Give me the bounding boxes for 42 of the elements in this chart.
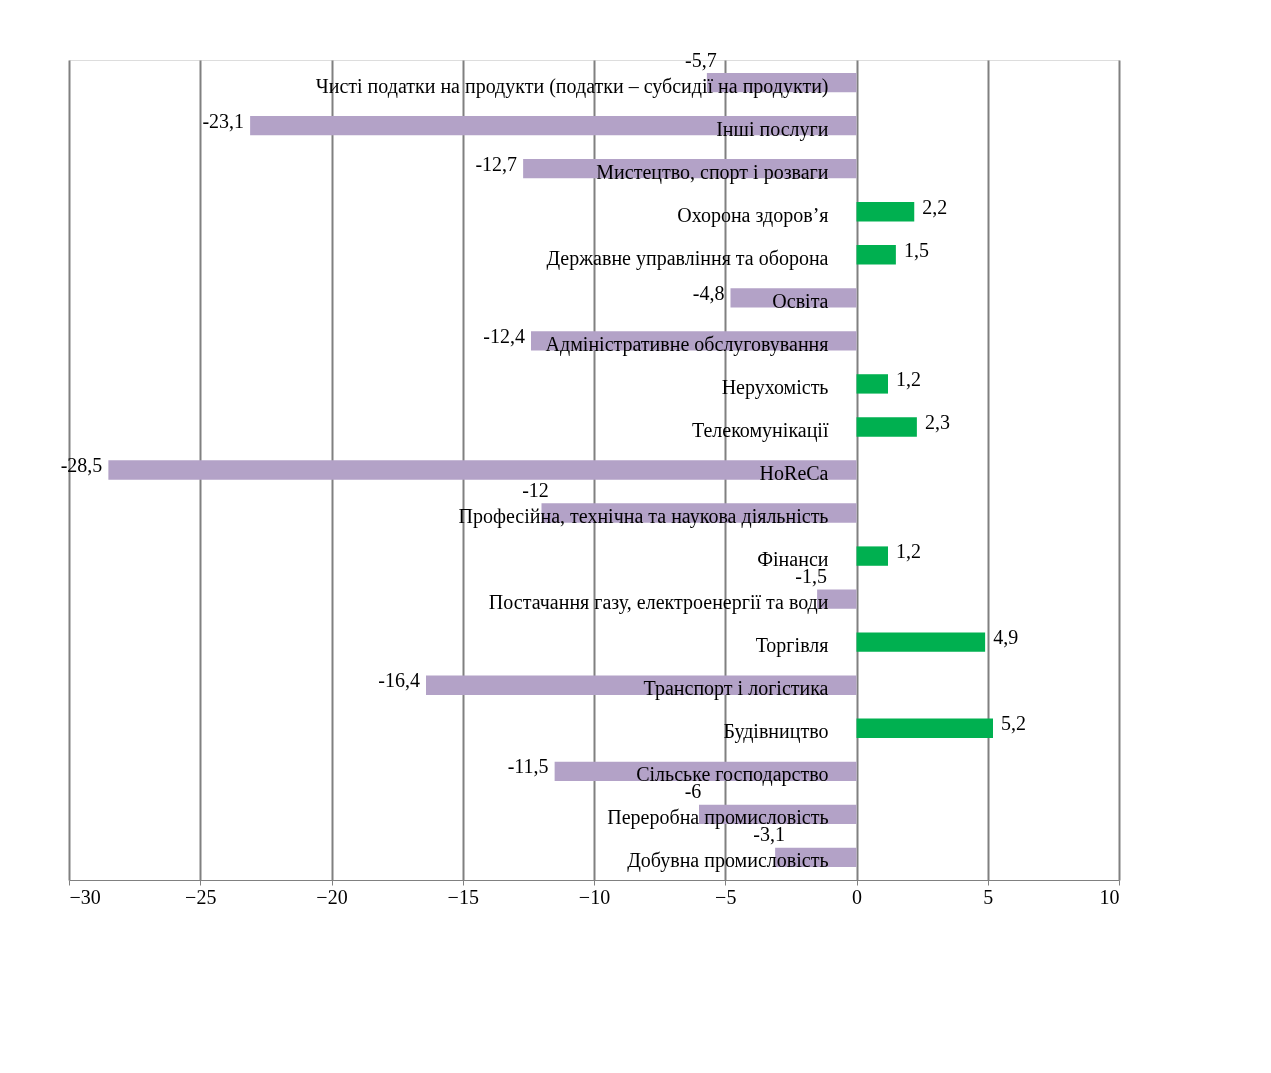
y-tick-label: Транспорт і логістика	[643, 677, 829, 701]
x-tick-label: −25	[185, 885, 217, 908]
data-label: -28,5	[60, 454, 103, 476]
data-label: 1,2	[896, 540, 921, 563]
data-label: -12,4	[483, 324, 525, 347]
x-tick-label: 5	[983, 885, 994, 908]
y-tick-label: Торгівля	[755, 634, 829, 658]
x-tick-label: −20	[316, 885, 348, 908]
y-tick-label: Чисті податки на продукти (податки – субсидії на продукти)	[315, 74, 829, 98]
data-label: 4,9	[993, 626, 1019, 649]
y-tick-label: Охорона здоров’я	[677, 203, 829, 227]
x-tick-label: −30	[69, 885, 101, 908]
y-tick-label: Добувна промисловість	[627, 849, 829, 873]
x-tick-label: 10	[1099, 885, 1120, 908]
data-label: -4,8	[692, 281, 725, 304]
x-tick-label: −10	[578, 885, 611, 908]
data-label: -1,5	[795, 565, 827, 588]
data-label: -16,4	[378, 669, 420, 692]
y-tick-label: Інші послуги	[716, 117, 829, 141]
data-label: 5,2	[1001, 712, 1026, 735]
y-tick-label: Професійна, технічна та наукова діяльність	[458, 505, 829, 529]
y-tick-label: Постачання газу, електроенергії та води	[488, 591, 829, 615]
x-tick-label: 0	[852, 885, 862, 908]
x-tick-label: −5	[715, 885, 737, 908]
y-tick-label: Будівництво	[723, 720, 829, 744]
data-label: -12	[522, 479, 549, 502]
y-tick-label: Державне управління та оборона	[546, 246, 829, 270]
y-tick-label: Освіта	[772, 289, 829, 312]
data-label: 1,2	[896, 367, 921, 390]
data-label: -5,7	[685, 48, 717, 71]
data-label: 1,5	[903, 238, 929, 261]
data-label: 2,3	[924, 410, 950, 433]
data-label: -11,5	[507, 755, 549, 778]
data-label: 2,2	[922, 195, 948, 218]
y-tick-label: Телекомунікації	[691, 418, 829, 442]
x-tick-label: −15	[447, 885, 479, 908]
y-tick-label: Мистецтво, спорт і розваги	[596, 160, 829, 184]
y-tick-label: HoReCa	[759, 462, 829, 484]
y-tick-label: Адміністративне обслуговування	[545, 332, 829, 356]
y-tick-label: Нерухомість	[721, 375, 829, 399]
data-label: -23,1	[202, 109, 245, 132]
data-label: -12,7	[475, 152, 518, 175]
